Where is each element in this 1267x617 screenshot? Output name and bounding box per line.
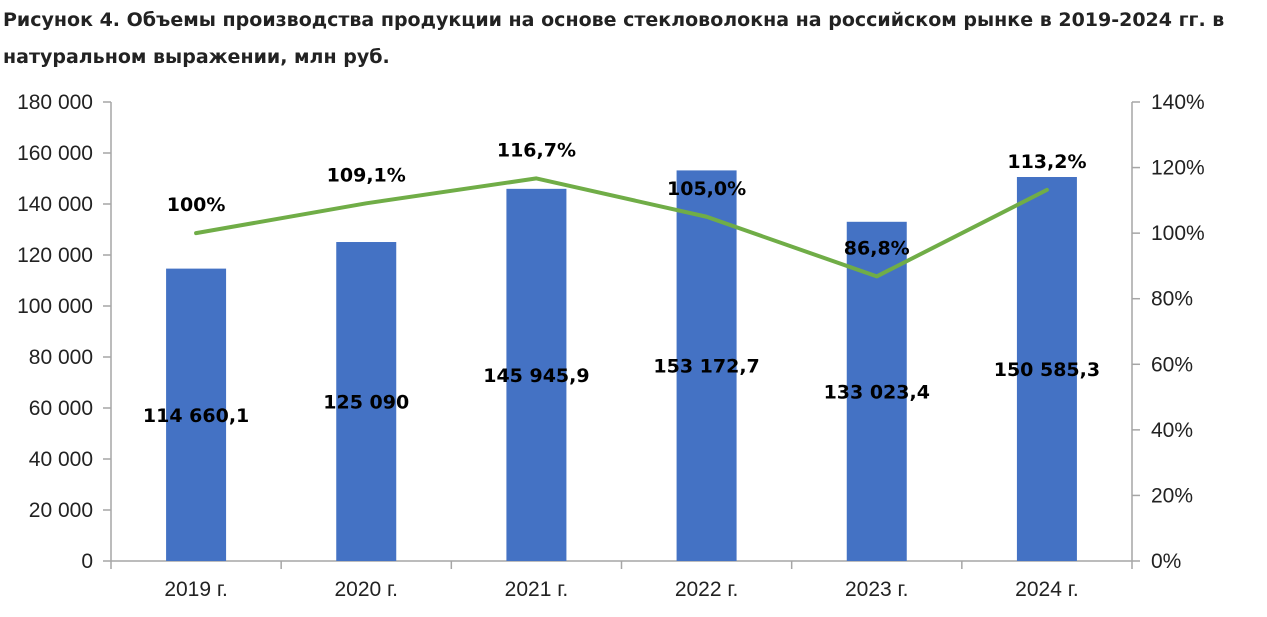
y-left-tick-label: 60 000 xyxy=(29,397,93,420)
growth-line xyxy=(194,176,1049,279)
bar-value-label: 150 585,3 xyxy=(994,359,1100,381)
y-right-tick-label: 40% xyxy=(1151,419,1193,442)
bar-value-label: 133 023,4 xyxy=(824,381,930,403)
line-value-label: 105,0% xyxy=(667,178,746,200)
bar-value-label: 114 660,1 xyxy=(143,405,249,427)
x-tick-label: 2020 г. xyxy=(335,578,398,601)
x-tick-label: 2023 г. xyxy=(845,578,908,601)
bar xyxy=(1016,177,1077,561)
bar-value-label: 125 090 xyxy=(323,392,409,414)
data-labels: 114 660,1 125 090 145 945,9 153 172,7 133 02… xyxy=(143,139,1100,426)
chart-title: Рисунок 4. Объемы производства продукции… xyxy=(3,9,1225,68)
bars xyxy=(166,170,1077,562)
line-value-label: 113,2% xyxy=(1007,151,1086,173)
y-left-tick-label: 160 000 xyxy=(17,142,93,165)
line-value-label: 86,8% xyxy=(844,237,910,259)
x-tick-label: 2024 г. xyxy=(1015,578,1078,601)
growth-line-path xyxy=(194,176,1049,279)
y-left-tick-label: 0 xyxy=(81,550,93,573)
bar xyxy=(166,268,227,561)
bar-value-label: 145 945,9 xyxy=(483,365,589,387)
x-tick-label: 2019 г. xyxy=(164,578,227,601)
x-tick-label: 2022 г. xyxy=(675,578,738,601)
y-left-tick-label: 80 000 xyxy=(29,346,93,369)
y-right-tick-label: 60% xyxy=(1151,353,1193,376)
bar xyxy=(506,188,567,561)
y-right-tick-label: 120% xyxy=(1151,157,1205,180)
y-left-tick-label: 20 000 xyxy=(29,499,93,522)
axes: 0 20 000 40 000 60 000 80 000 100 000 120 000 1… xyxy=(17,91,1205,601)
line-value-label: 116,7% xyxy=(497,139,576,161)
x-tick-label: 2021 г. xyxy=(505,578,568,601)
y-left-tick-label: 180 000 xyxy=(17,91,93,114)
y-right-tick-label: 0% xyxy=(1151,550,1181,573)
y-left-tick-label: 40 000 xyxy=(29,448,93,471)
line-value-label: 109,1% xyxy=(327,164,406,186)
y-right-tick-label: 140% xyxy=(1151,91,1205,114)
y-left-tick-label: 140 000 xyxy=(17,193,93,216)
y-right-tick-label: 100% xyxy=(1151,222,1205,245)
bar xyxy=(676,170,737,562)
y-left-tick-label: 120 000 xyxy=(17,244,93,267)
y-right-tick-label: 80% xyxy=(1151,288,1193,311)
y-right-tick-label: 20% xyxy=(1151,484,1193,507)
y-left-tick-label: 100 000 xyxy=(17,295,93,318)
bar-value-label: 153 172,7 xyxy=(653,356,759,378)
line-value-label: 100% xyxy=(167,194,226,216)
bar xyxy=(336,242,397,561)
